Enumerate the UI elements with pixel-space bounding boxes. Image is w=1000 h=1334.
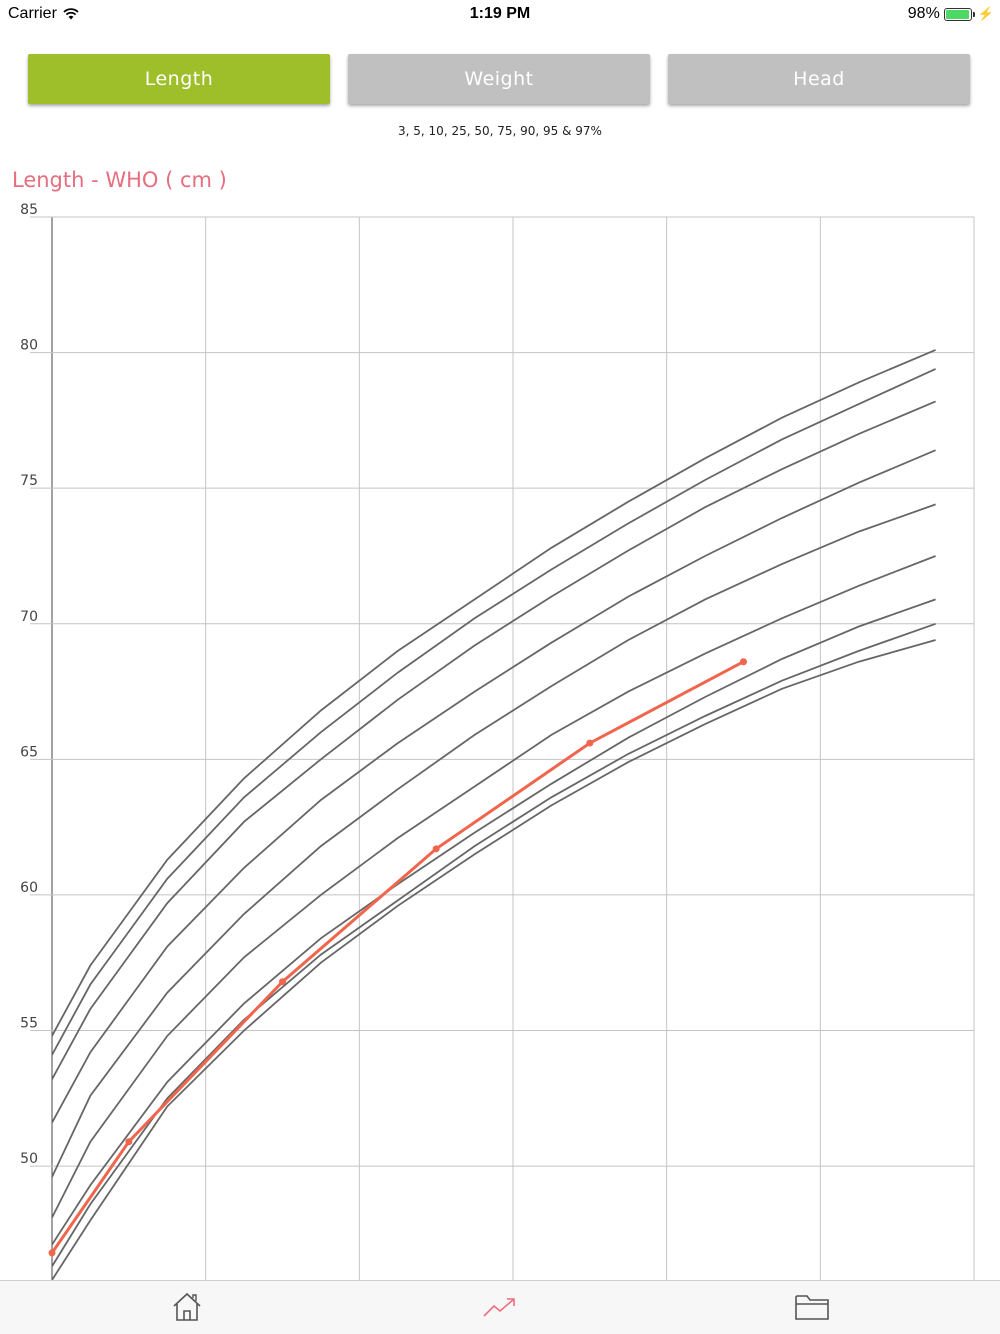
battery-indicator: 98% ⚡: [908, 5, 994, 23]
nav-chart[interactable]: [480, 1289, 520, 1325]
y-tick-label: 65: [20, 744, 38, 760]
wifi-icon: [63, 8, 79, 20]
battery-percent: 98%: [907, 5, 940, 22]
folder-icon: [795, 1295, 829, 1320]
y-tick-label: 80: [20, 338, 38, 354]
nav-folder[interactable]: [792, 1289, 832, 1325]
clock: 1:19 PM: [469, 5, 531, 22]
measurement-tabs: Length Weight Head: [28, 54, 972, 104]
bottom-tab-bar: [0, 1280, 1000, 1334]
tab-head[interactable]: Head: [668, 54, 970, 104]
y-tick-label: 60: [20, 880, 38, 896]
y-tick-label: 55: [20, 1016, 38, 1032]
tab-weight[interactable]: Weight: [348, 54, 650, 104]
child-growth-line: [50, 660, 745, 1254]
y-tick-label: 75: [20, 473, 38, 489]
chart-icon: [483, 1298, 515, 1317]
charging-icon: ⚡: [977, 6, 994, 21]
carrier-indicator: Carrier: [8, 5, 79, 23]
child-data-point: [432, 845, 440, 853]
nav-home[interactable]: [167, 1289, 207, 1325]
carrier-label: Carrier: [8, 5, 57, 22]
percentile-curve: [51, 555, 936, 1219]
percentile-curve: [51, 598, 936, 1246]
home-icon: [173, 1292, 201, 1321]
y-tick-label: 50: [20, 1151, 38, 1167]
child-data-point: [586, 739, 594, 747]
battery-icon: [943, 7, 975, 21]
status-bar: Carrier 1:19 PM 98% ⚡: [0, 0, 1000, 28]
y-tick-label: 70: [20, 609, 38, 625]
child-data-point: [48, 1249, 56, 1257]
percentile-curve: [51, 449, 936, 1124]
percentile-legend: 3, 5, 10, 25, 50, 75, 90, 95 & 97%: [398, 124, 602, 138]
child-data-point: [279, 978, 286, 986]
chart-title: Length - WHO ( cm ): [12, 168, 227, 192]
percentile-curve: [51, 622, 936, 1267]
percentile-curve: [51, 349, 936, 1037]
percentile-curve: [51, 368, 936, 1056]
y-tick-label: 85: [20, 202, 38, 218]
child-data-point: [740, 658, 747, 666]
percentile-curve: [51, 503, 936, 1178]
child-data-point: [125, 1138, 133, 1146]
percentile-curve: [51, 639, 936, 1281]
percentile-curve: [51, 400, 936, 1080]
tab-length[interactable]: Length: [28, 54, 330, 104]
